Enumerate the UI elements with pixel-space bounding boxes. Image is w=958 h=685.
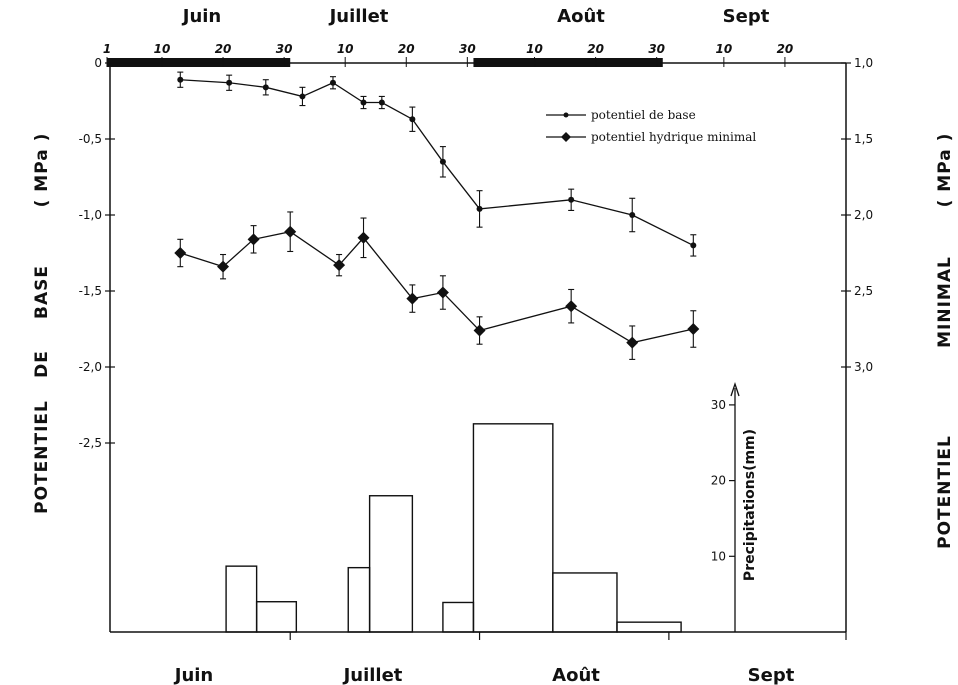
series-1-point-5 [357,231,370,244]
right-axis-label: POTENTIEL MINIMAL ( MPa ) [935,133,955,549]
right-label-word-1: MINIMAL [935,256,955,348]
series-1-point-8 [473,324,486,337]
legend-label-0: potentiel de base [591,108,696,122]
precip-bar-6 [552,572,618,633]
left-axis-label: POTENTIEL DE BASE ( MPa ) [32,133,52,514]
precip-tick-label-1: 20 [711,474,726,488]
day-tick-label-0: 1 [103,42,111,56]
left-tick-label-3: -1,5 [79,284,102,298]
series-0-point-1 [226,79,233,86]
series-1-point-1 [217,260,230,273]
day-tick-label-11: 20 [777,42,794,56]
legend: potentiel de base potentiel hydrique mini… [546,108,756,144]
series-1-point-6 [406,292,419,305]
right-tick-label-1: 1,5 [854,132,873,146]
top-month-1: Juillet [328,6,389,27]
precip-bar-5 [472,423,554,633]
series-0-point-5 [360,99,367,106]
precip-bar-0 [225,565,258,633]
left-label-word-3: ( MPa ) [32,133,52,208]
right-label-word-0: POTENTIEL [935,435,955,549]
day-tick-label-1: 10 [154,42,171,56]
precip-bar-3 [368,495,414,633]
series-1 [174,211,700,360]
top-month-3: Sept [723,6,770,27]
precip-bar-7 [616,621,682,633]
day-tick-label-10: 10 [715,42,732,56]
series-1-point-10 [626,336,639,349]
day-tick-label-9: 30 [648,42,665,56]
top-month-0: Juin [181,6,222,27]
right-axis: 1,0 1,5 2,0 2,5 3,0 [841,56,873,374]
series-1-point-11 [687,323,700,335]
top-month-2: Août [557,6,605,27]
series-0-point-4 [329,79,336,86]
left-tick-label-5: -2,5 [79,436,102,450]
series-1-point-2 [247,233,260,246]
series-1-point-0 [174,247,187,259]
series-0-point-7 [409,116,416,123]
left-label-word-0: POTENTIEL [32,400,52,514]
series-0-line [180,79,694,246]
precip-tick-label-0: 10 [711,549,726,563]
series-0-point-8 [439,158,446,165]
day-tick-label-7: 10 [526,42,543,56]
series-0-point-0 [177,76,184,83]
left-tick-label-4: -2,0 [79,360,102,374]
series-0-point-3 [299,93,306,100]
series-0 [177,71,697,257]
series-0-point-6 [378,99,385,106]
series-0-point-12 [690,242,697,249]
right-tick-label-0: 1,0 [854,56,873,70]
series-1-point-3 [284,225,297,238]
precip-axis-label: Precipitations(mm) [742,429,758,581]
series-0-point-2 [262,84,269,91]
right-tick-label-3: 2,5 [854,284,873,298]
left-label-word-2: BASE [32,265,52,319]
series-1-point-9 [565,300,578,313]
day-tick-label-5: 20 [398,42,415,56]
day-tick-label-4: 10 [337,42,354,56]
series-0-point-10 [568,196,575,203]
day-tick-labels: 1 10 20 30 10 20 30 10 20 30 10 20 [103,42,793,67]
left-label-word-1: DE [32,350,52,378]
right-label-word-2: ( MPa ) [935,133,955,208]
precip-tick-label-2: 30 [711,398,726,412]
day-tick-label-3: 30 [276,42,293,56]
legend-marker-1 [561,132,571,142]
day-tick-label-2: 20 [215,42,232,56]
series-0-point-11 [629,212,636,218]
legend-label-1: potentiel hydrique minimal [591,130,756,144]
series-1-line [180,231,694,344]
bottom-month-0: Juin [173,665,214,685]
bottom-month-2: Août [552,665,600,685]
right-tick-label-4: 3,0 [854,360,873,374]
series-lines [174,71,700,360]
day-tick-label-6: 30 [459,42,476,56]
precip-bar-4 [442,601,475,633]
bottom-month-3: Sept [748,665,795,685]
left-tick-label-0: 0 [94,56,102,70]
bottom-month-1: Juillet [342,665,403,685]
day-tick-label-8: 20 [587,42,604,56]
top-month-labels: Juin Juillet Août Sept [181,6,770,27]
left-tick-label-1: -0,5 [79,132,102,146]
bottom-month-labels: Juin Juillet Août Sept [173,665,795,685]
precip-axis-arrow [730,381,740,397]
precipitation-axis: 10 20 30 Precipitations(mm) [711,381,758,632]
precip-bar-2 [347,566,371,633]
precip-bar-1 [255,601,298,633]
precipitation-bars [225,423,682,633]
right-tick-label-2: 2,0 [854,208,873,222]
series-1-point-7 [436,286,449,299]
series-0-point-9 [476,205,483,212]
series-1-point-4 [333,259,346,272]
legend-marker-0 [563,112,569,118]
left-axis: 0 -0,5 -1,0 -1,5 -2,0 -2,5 [79,56,115,450]
left-tick-label-2: -1,0 [79,208,102,222]
